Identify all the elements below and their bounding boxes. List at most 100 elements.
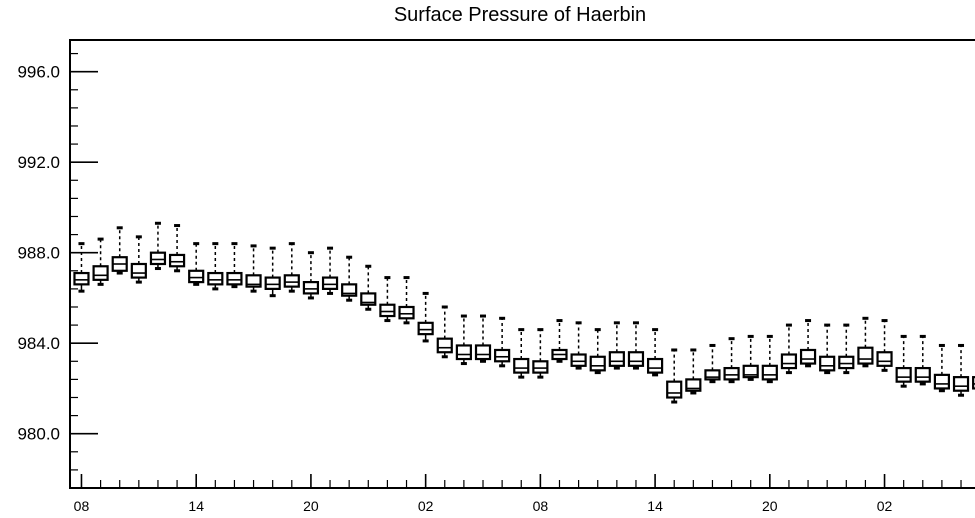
box-iqr (226, 271, 243, 286)
x-tick-label: 14 (188, 498, 204, 514)
box-item (455, 314, 472, 366)
box-iqr (876, 351, 893, 367)
box-item (513, 328, 530, 379)
box-iqr (379, 303, 396, 318)
x-tick-label: 02 (877, 498, 893, 514)
box-item (551, 319, 568, 363)
box-iqr (341, 283, 358, 297)
x-axis: 081420020814200208 (74, 474, 962, 514)
box-iqr (895, 366, 912, 383)
box-item (168, 224, 186, 273)
box-iqr (513, 357, 530, 374)
x-tick-label: 20 (762, 498, 778, 514)
box-item (666, 348, 683, 404)
box-item (149, 221, 167, 271)
y-tick-label: 988.0 (17, 244, 60, 263)
box-iqr (685, 378, 702, 392)
box-item (761, 334, 778, 384)
box-item (341, 255, 358, 302)
box-iqr (188, 269, 205, 284)
box-iqr (398, 305, 415, 320)
box-item (130, 235, 147, 284)
box-item (188, 242, 205, 286)
box-item (952, 343, 970, 397)
box-item (264, 246, 281, 298)
box-iqr (666, 380, 683, 399)
box-iqr (417, 321, 434, 336)
box-item (360, 264, 377, 311)
box-item (207, 242, 224, 291)
x-tick-label: 14 (647, 498, 663, 514)
x-tick-label: 20 (303, 498, 319, 514)
box-iqr (264, 276, 281, 290)
box-iqr (360, 292, 377, 306)
box-item (819, 323, 836, 375)
box-iqr (704, 369, 721, 381)
box-iqr (838, 355, 855, 370)
box-iqr (780, 353, 798, 370)
box-iqr (646, 357, 664, 374)
box-iqr (933, 373, 951, 390)
box-iqr (168, 253, 186, 268)
box-iqr (589, 355, 606, 372)
box-iqr (723, 366, 740, 381)
box-item (73, 242, 90, 293)
x-tick-label: 08 (533, 498, 549, 514)
box-item (494, 316, 511, 368)
box-item (226, 242, 243, 289)
box-item (302, 251, 320, 300)
box-iqr (92, 265, 109, 281)
y-tick-label: 992.0 (17, 153, 60, 172)
box-iqr (608, 351, 625, 367)
box-item (379, 276, 396, 323)
box-iqr (455, 344, 472, 361)
box-iqr (972, 376, 975, 390)
box-iqr (321, 276, 339, 290)
box-item (742, 334, 759, 381)
axes-frame (69, 39, 975, 489)
plot-frame (69, 39, 975, 489)
box-iqr (245, 274, 262, 288)
box-item (933, 343, 951, 393)
box-item (627, 321, 645, 370)
box-item (857, 316, 874, 368)
box-item (895, 334, 912, 388)
box-item (283, 242, 300, 293)
box-item (838, 323, 855, 375)
y-tick-label: 996.0 (17, 63, 60, 82)
x-tick-label: 08 (74, 498, 90, 514)
box-item (780, 323, 798, 375)
box-iqr (302, 281, 320, 295)
box-series (73, 221, 975, 404)
box-iqr (436, 337, 453, 354)
box-iqr (857, 346, 874, 365)
box-iqr (532, 360, 549, 374)
box-item (589, 328, 606, 375)
box-item (92, 237, 109, 286)
box-iqr (799, 348, 817, 365)
box-iqr (149, 251, 167, 266)
y-tick-label: 980.0 (17, 425, 60, 444)
box-iqr (914, 366, 931, 383)
box-item (876, 319, 893, 372)
y-axis: 980.0 984.0 988.0 992.0 996.0 (17, 52, 98, 489)
box-item (474, 314, 492, 363)
box-item (685, 348, 702, 395)
box-item (704, 343, 721, 384)
x-tick-label: 02 (418, 498, 434, 514)
chart-title: Surface Pressure of Haerbin (393, 4, 647, 26)
box-item (646, 328, 664, 377)
box-iqr (494, 348, 511, 363)
box-item (436, 305, 453, 359)
box-item (398, 276, 415, 325)
y-tick-label: 984.0 (17, 334, 60, 353)
box-item (532, 328, 549, 379)
box-item (608, 321, 625, 370)
box-iqr (627, 351, 645, 367)
box-iqr (761, 364, 778, 381)
box-item (972, 376, 975, 390)
box-iqr (474, 344, 492, 361)
box-iqr (570, 353, 587, 367)
box-iqr (283, 274, 300, 288)
